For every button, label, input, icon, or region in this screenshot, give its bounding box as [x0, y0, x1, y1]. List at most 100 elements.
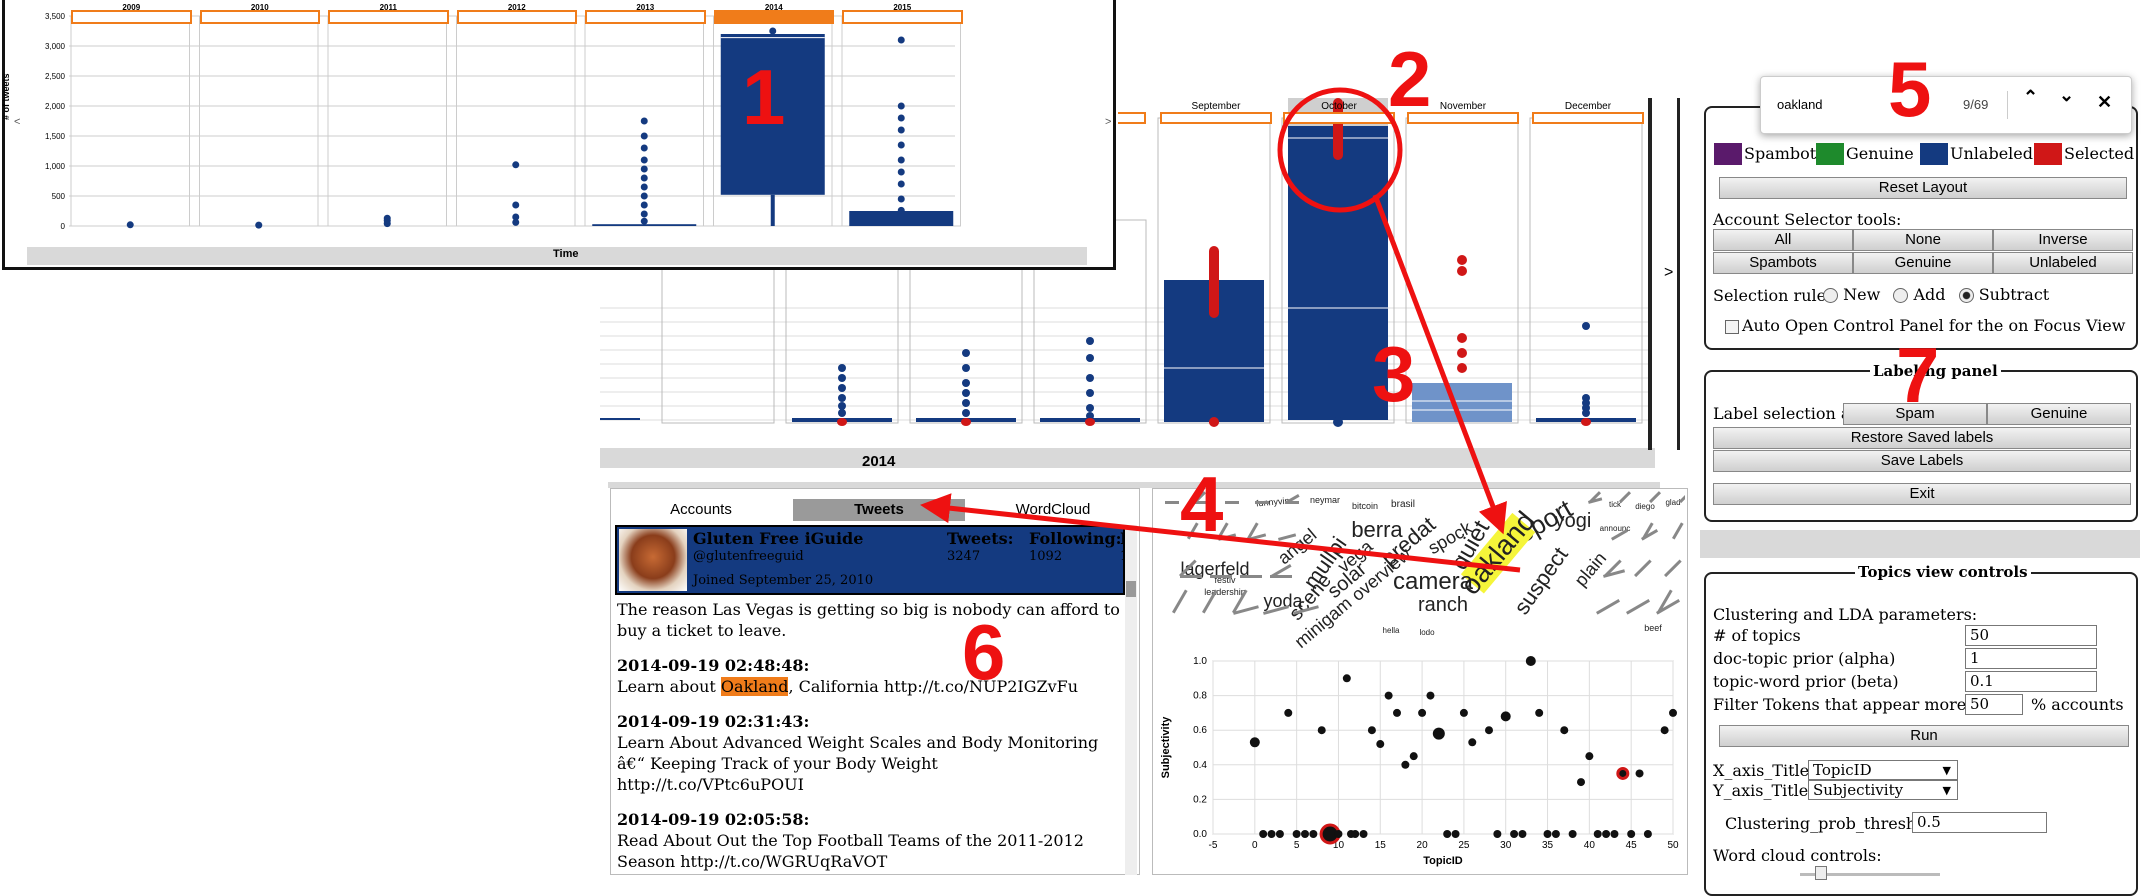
num-topics-input[interactable]: 50 — [1965, 625, 2097, 646]
scatter-point[interactable] — [1459, 708, 1468, 717]
select-spambots-button[interactable]: Spambots — [1713, 252, 1853, 274]
right-splitter[interactable] — [1700, 530, 2140, 558]
scatter-point[interactable] — [1500, 711, 1511, 722]
select-inverse-button[interactable]: Inverse — [1993, 229, 2133, 251]
select-genuine-button[interactable]: Genuine — [1853, 252, 1993, 274]
year-header-2011[interactable]: 2011 — [328, 4, 449, 24]
scatter-point[interactable] — [1284, 708, 1293, 717]
month-outlier-dot[interactable] — [1582, 322, 1590, 330]
month-selected-dot[interactable] — [1209, 417, 1219, 427]
year-box[interactable] — [849, 211, 954, 226]
select-unlabeled-button[interactable]: Unlabeled — [1993, 252, 2133, 274]
scatter-point[interactable] — [1610, 830, 1619, 838]
month-outlier-dot[interactable] — [1333, 417, 1343, 427]
year-outlier-dot[interactable] — [897, 126, 905, 134]
month-selected-dot[interactable] — [1457, 333, 1467, 343]
scatter-point[interactable] — [1669, 708, 1677, 717]
month-outlier-dot[interactable] — [838, 374, 846, 382]
year-header-2012[interactable]: 2012 — [456, 4, 577, 24]
year-outlier-dot[interactable] — [897, 195, 905, 203]
month-outlier-dot[interactable] — [1086, 389, 1094, 397]
month-outlier-dot[interactable] — [1086, 374, 1094, 382]
run-button[interactable]: Run — [1719, 725, 2129, 747]
year-header-2010[interactable]: 2010 — [199, 4, 320, 24]
scatter-point[interactable] — [1643, 830, 1652, 838]
scatter-point[interactable] — [1267, 830, 1276, 838]
month-outlier-dot[interactable] — [838, 402, 846, 410]
scatter-point[interactable] — [1568, 830, 1577, 838]
wordcloud-word[interactable]: hella — [1383, 626, 1400, 635]
year-outlier-dot[interactable] — [897, 156, 905, 164]
year-outlier-dot[interactable] — [640, 217, 648, 225]
scatter-point[interactable] — [1593, 830, 1602, 838]
wordcloud-word[interactable]: leadership — [1204, 587, 1246, 597]
scatter-point[interactable] — [1334, 830, 1343, 838]
month-outlier-dot[interactable] — [1582, 409, 1590, 417]
month-outlier-dot[interactable] — [962, 379, 970, 387]
year-outlier-dot[interactable] — [640, 192, 648, 200]
month-outlier-dot[interactable] — [838, 384, 846, 392]
scatter-point[interactable] — [1401, 760, 1410, 769]
wordcloud-word[interactable]: announc — [1600, 524, 1631, 533]
scatter-point[interactable] — [1543, 830, 1552, 838]
year-outlier-dot[interactable] — [640, 117, 648, 125]
scatter-point[interactable] — [1627, 830, 1636, 838]
month-outlier-dot[interactable] — [962, 364, 970, 372]
label-genuine-button[interactable]: Genuine — [1987, 403, 2131, 425]
year-outlier-dot[interactable] — [897, 114, 905, 122]
wordcloud-word[interactable]: yoda — [1263, 591, 1303, 611]
scatter-point[interactable] — [1426, 691, 1435, 700]
month-selected-dot[interactable] — [1457, 363, 1467, 373]
year-outlier-dot[interactable] — [640, 201, 648, 209]
tab-tweets[interactable]: Tweets — [793, 499, 965, 521]
wordcloud-word[interactable]: brasil — [1391, 499, 1415, 510]
month-selected-dot[interactable] — [1457, 266, 1467, 276]
year-outlier-dot[interactable] — [640, 132, 648, 140]
exit-button[interactable]: Exit — [1713, 483, 2131, 505]
wordcloud-word[interactable]: bitcoin — [1352, 501, 1378, 511]
month-header-november[interactable]: November — [1407, 101, 1519, 124]
month-selected-dot[interactable] — [1581, 418, 1591, 426]
scatter-point[interactable] — [1393, 708, 1401, 717]
scatter-point[interactable] — [1577, 778, 1585, 787]
month-outlier-dot[interactable] — [838, 394, 846, 402]
month-outlier-dot[interactable] — [838, 409, 846, 417]
year-outlier-dot[interactable] — [383, 214, 391, 222]
tab-wordcloud[interactable]: WordCloud — [967, 499, 1139, 521]
y-axis-select[interactable]: Subjectivity ▼ — [1808, 780, 1958, 800]
month-outlier-dot[interactable] — [962, 409, 970, 417]
rule-new-radio[interactable] — [1823, 288, 1838, 303]
wordcloud-word[interactable]: diego — [1635, 502, 1655, 511]
year-outlier-dot[interactable] — [897, 168, 905, 176]
threshold-input[interactable]: 0.5 — [1912, 812, 2047, 833]
find-prev-button[interactable]: ⌃ — [2023, 87, 2038, 108]
year-outlier-dot[interactable] — [640, 210, 648, 218]
scatter-point[interactable] — [1292, 830, 1301, 838]
year-outlier-dot[interactable] — [255, 221, 263, 229]
month-header-december[interactable]: December — [1532, 101, 1644, 124]
x-axis-select[interactable]: TopicID ▼ — [1808, 760, 1958, 780]
scatter-point[interactable] — [1493, 830, 1502, 838]
months-nav-right-button[interactable]: > — [1664, 264, 1674, 281]
year-outlier-dot[interactable] — [512, 218, 520, 226]
month-outlier-dot[interactable] — [1086, 412, 1094, 420]
rule-add-radio[interactable] — [1893, 288, 1909, 303]
year-outlier-dot[interactable] — [512, 201, 520, 209]
scatter-point[interactable] — [1249, 737, 1260, 748]
tweets-scrollbar[interactable] — [1125, 525, 1137, 875]
year-header-2015[interactable]: 2015 — [842, 4, 963, 24]
filter-input[interactable]: 50 — [1965, 694, 2023, 715]
restore-labels-button[interactable]: Restore Saved labels — [1713, 427, 2131, 449]
scatter-point[interactable] — [1518, 830, 1527, 838]
scatter-point[interactable] — [1317, 726, 1326, 735]
month-header-october[interactable]: October — [1283, 101, 1395, 124]
month-box[interactable] — [600, 418, 640, 420]
scatter-point[interactable] — [1485, 726, 1493, 735]
wordcloud-word[interactable]: lodo — [1419, 628, 1435, 637]
scatter-point[interactable] — [1635, 769, 1644, 778]
scatter-point[interactable] — [1560, 726, 1569, 735]
scatter-point[interactable] — [1443, 830, 1452, 838]
find-close-button[interactable]: ✕ — [2097, 92, 2112, 113]
tab-accounts[interactable]: Accounts — [611, 499, 791, 521]
scatter-point[interactable] — [1259, 830, 1268, 838]
